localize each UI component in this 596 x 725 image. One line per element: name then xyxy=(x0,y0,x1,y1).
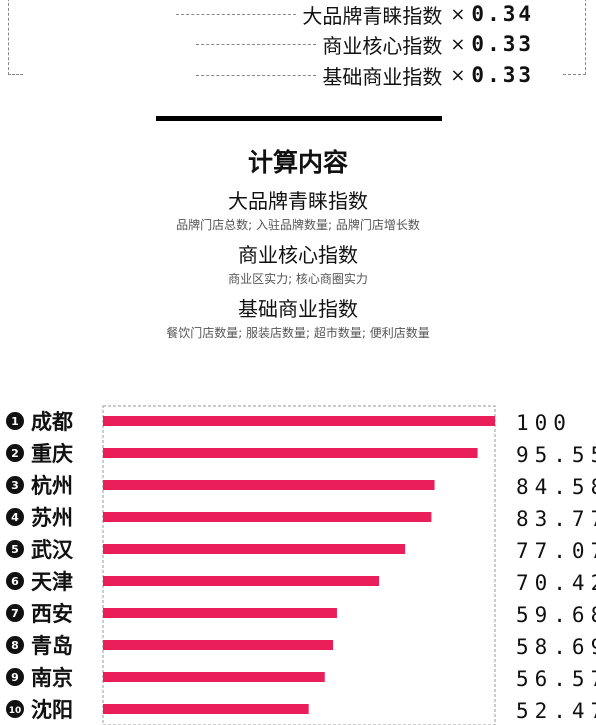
calc-item-desc: 商业区实力; 核心商圈实力 xyxy=(228,272,368,286)
rank-number: 4 xyxy=(11,511,19,524)
multiply-sign: × xyxy=(450,33,466,55)
bar xyxy=(103,480,435,490)
value-label: 100 xyxy=(516,411,572,435)
calc-item-name: 大品牌青睐指数 xyxy=(228,189,368,213)
value-label: 83.77 xyxy=(516,507,596,531)
rank-number: 5 xyxy=(11,543,19,556)
formula-bracket-left xyxy=(8,0,23,75)
city-label: 杭州 xyxy=(31,474,73,498)
rank-badge xyxy=(6,636,24,654)
bar xyxy=(103,512,432,522)
rank-number: 8 xyxy=(11,639,19,652)
value-label: 84.58 xyxy=(516,475,596,499)
city-label: 西安 xyxy=(31,602,73,626)
rank-number: 6 xyxy=(11,575,19,588)
bar xyxy=(103,640,334,650)
city-label: 成都 xyxy=(31,410,73,434)
plot-frame xyxy=(102,405,496,725)
rank-number: 2 xyxy=(11,447,19,460)
value-label: 59.68 xyxy=(516,603,596,627)
leader-dots xyxy=(176,13,297,15)
rank-badge xyxy=(6,508,24,526)
calc-title: 计算内容 xyxy=(247,148,348,177)
city-ranking-bar-chart: 1 成都 100 2 重庆 95.55 3 杭州 84.58 4 苏州 83.77 5 武汉 77.07 6天… xyxy=(6,405,596,725)
bar xyxy=(103,576,380,586)
multiply-sign: × xyxy=(450,64,466,86)
calc-item-name: 基础商业指数 xyxy=(238,297,358,321)
leader-dots xyxy=(196,74,317,76)
city-label: 重庆 xyxy=(31,442,73,466)
formula-weight: 0.33 xyxy=(471,63,534,87)
formula-index-name: 商业核心指数 xyxy=(322,33,443,58)
city-label: 南京 xyxy=(31,666,73,690)
calc-item: 商业核心指数 商业区实力; 核心商圈实力 xyxy=(0,241,596,289)
section-divider xyxy=(156,116,442,121)
value-label: 52.47 xyxy=(516,699,596,723)
leader-dots xyxy=(196,43,317,45)
rank-badge xyxy=(6,476,24,494)
value-label: 56.57 xyxy=(516,667,596,691)
city-label: 天津 xyxy=(31,570,73,594)
calc-item-desc: 餐饮门店数量; 服装店数量; 超市数量; 便利店数量 xyxy=(166,326,430,340)
formula-weight: 0.33 xyxy=(471,32,534,56)
bar xyxy=(103,704,309,714)
bar xyxy=(103,544,406,554)
value-label: 58.69 xyxy=(516,635,596,659)
formula-row: 基础商业指数 × 0.33 xyxy=(196,62,534,89)
city-label: 武汉 xyxy=(31,538,74,562)
multiply-sign: × xyxy=(450,3,466,25)
rank-badge xyxy=(6,700,24,718)
value-label: 77.07 xyxy=(516,539,596,563)
rank-badge xyxy=(6,444,24,462)
calc-item-name: 商业核心指数 xyxy=(238,243,358,267)
calc-item: 大品牌青睐指数 品牌门店总数; 入驻品牌数量; 品牌门店增长数 xyxy=(0,187,596,235)
rank-number: 7 xyxy=(11,607,19,620)
rank-badge xyxy=(6,572,24,590)
rank-number: 10 xyxy=(9,706,22,716)
rank-number: 3 xyxy=(11,479,19,492)
bar xyxy=(103,672,325,682)
formula-block: 大品牌青睐指数 × 0.34 商业核心指数 × 0.33 基础商业指数 × 0.… xyxy=(0,0,596,95)
rank-badge xyxy=(6,540,24,558)
bar xyxy=(103,448,478,458)
formula-index-name: 基础商业指数 xyxy=(322,64,443,89)
calculation-content: 计算内容 大品牌青睐指数 品牌门店总数; 入驻品牌数量; 品牌门店增长数 商业核… xyxy=(0,145,596,343)
rank-badge xyxy=(6,604,24,622)
formula-row: 大品牌青睐指数 × 0.34 xyxy=(176,1,534,28)
bar xyxy=(103,416,495,426)
city-label: 沈阳 xyxy=(31,698,73,722)
rank-number: 1 xyxy=(11,415,19,428)
formula-weight: 0.34 xyxy=(471,2,534,26)
calc-item: 基础商业指数 餐饮门店数量; 服装店数量; 超市数量; 便利店数量 xyxy=(0,295,596,343)
formula-bracket-right xyxy=(563,0,586,75)
formula-index-name: 大品牌青睐指数 xyxy=(302,3,443,28)
city-label: 苏州 xyxy=(31,506,73,530)
bar xyxy=(103,608,337,618)
rank-badge xyxy=(6,412,24,430)
formula-row: 商业核心指数 × 0.33 xyxy=(196,31,534,58)
calc-item-desc: 品牌门店总数; 入驻品牌数量; 品牌门店增长数 xyxy=(176,218,420,232)
value-label: 70.42 xyxy=(516,571,596,595)
value-label: 95.55 xyxy=(516,443,596,467)
city-label: 青岛 xyxy=(31,634,73,658)
rank-number: 9 xyxy=(11,671,19,684)
rank-badge xyxy=(6,668,24,686)
